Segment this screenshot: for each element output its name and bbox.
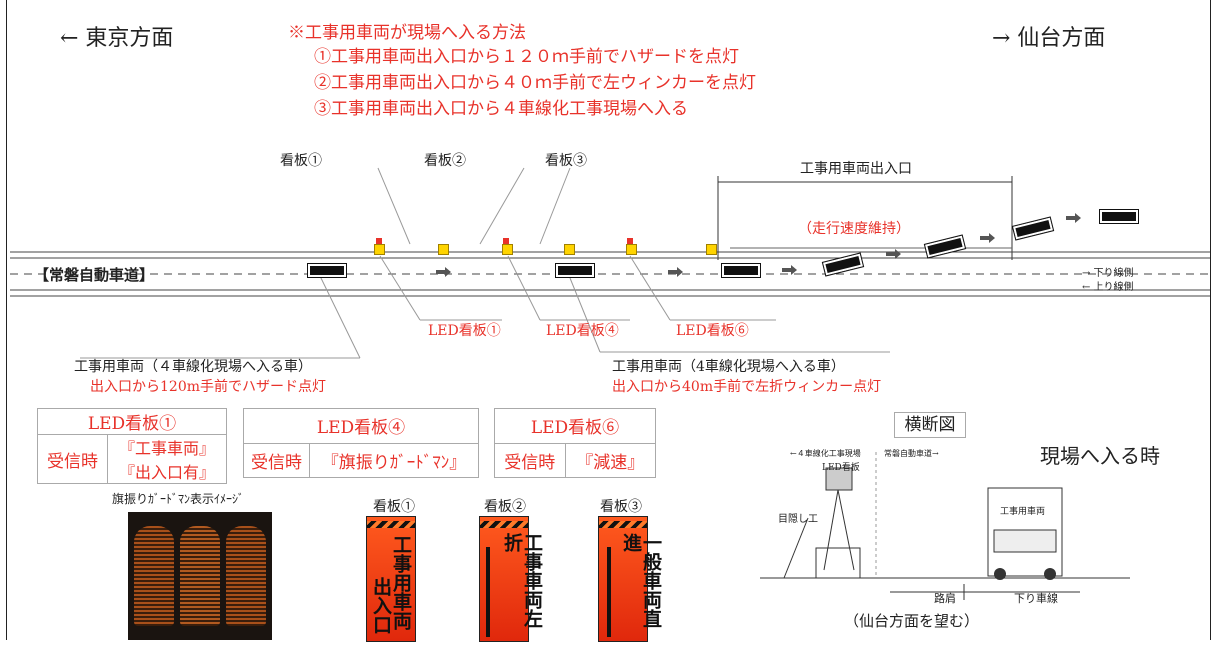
zone-right-label: 常磐自動車道→ — [884, 449, 939, 458]
zone-left-label: ←４車線化工事現場 — [790, 449, 861, 458]
led-table-cond: 受信時 — [37, 434, 108, 484]
led-table-cond: 受信時 — [242, 442, 311, 478]
panel-label-2: 看板② — [484, 499, 526, 515]
cross-led-label: LED看板 — [822, 463, 860, 473]
sign-label-1: 看板① — [280, 153, 322, 169]
guardman-figure-3 — [226, 526, 266, 626]
truck-label: 工事用車両 — [1000, 507, 1046, 517]
led-sign-marker-3 — [502, 244, 513, 255]
guardman-display-image — [128, 512, 272, 640]
vehicle-icon — [307, 263, 347, 278]
page-frame — [6, 0, 1211, 640]
led-sign-marker-6 — [706, 244, 717, 255]
flow-arrow-icon — [668, 267, 683, 277]
led-sign-marker-5 — [626, 244, 637, 255]
straight-arrow-icon — [607, 547, 611, 637]
led-table-6: LED看板⑥ 受信時 『減速』 — [494, 408, 656, 478]
sign-panel-3: 一般車両直進 — [598, 516, 662, 642]
sign-panel-2: 工事車両左折 — [479, 516, 543, 642]
led-sign-marker-2 — [438, 244, 449, 255]
vehicle-icon — [721, 263, 761, 278]
led-table-1: LED看板① 受信時 『工事車両』『出入口有』 — [37, 408, 227, 484]
procedure-title: ※工事用車両が現場へ入る方法 — [288, 23, 526, 43]
vehicle-icon — [555, 263, 595, 278]
procedure-step-3: ③工事用車両出入口から４車線化工事現場へ入る — [314, 99, 688, 119]
lane-label: 下り車線 — [1014, 592, 1058, 605]
led-table-header: LED看板⑥ — [494, 408, 656, 444]
vehicle-note-1-detail: 出入口から120m手前でハザード点灯 — [90, 379, 326, 395]
panel-label-3: 看板③ — [600, 499, 642, 515]
sign-label-2: 看板② — [424, 153, 466, 169]
cross-section-caption: （仙台方面を望む） — [844, 612, 980, 630]
panel-label-1: 看板① — [373, 499, 415, 515]
cross-section-title: 横断図 — [894, 412, 966, 438]
flow-arrow-icon — [782, 265, 797, 275]
led-table-4: LED看板④ 受信時 『旗振りｶﾞｰﾄﾞﾏﾝ』 — [242, 408, 479, 478]
flow-arrow-icon — [980, 233, 995, 243]
sign-panel-1-text-a: 工事用車両 — [390, 535, 412, 630]
sign-panel-1: 工事用車両 出入口 — [366, 516, 416, 642]
procedure-step-1: ①工事用車両出入口から１２０ｍ手前でハザードを点灯 — [314, 47, 739, 67]
vehicle-icon — [1099, 209, 1139, 224]
sign-label-3: 看板③ — [545, 153, 587, 169]
sign-panel-1-text-b: 出入口 — [370, 577, 392, 634]
vehicle-note-2-detail: 出入口から40m手前で左折ウィンカー点灯 — [612, 379, 882, 395]
led-table-header: LED看板④ — [243, 408, 479, 444]
guardman-caption: 旗振りｶﾞｰﾄﾞﾏﾝ表示ｲﾒｰｼﾞ — [112, 492, 245, 506]
led-label-6: LED看板⑥ — [676, 323, 749, 339]
warning-light — [627, 238, 633, 244]
lane-up-label: ← 上り線側 — [1082, 282, 1134, 293]
led-sign-marker-1 — [374, 244, 385, 255]
guardman-figure-1 — [134, 526, 174, 626]
direction-tokyo: ← 東京方面 — [60, 26, 174, 51]
entrance-label: 工事用車両出入口 — [800, 161, 912, 177]
sign-panel-2-text: 工事車両左折 — [501, 533, 543, 628]
led-label-1: LED看板① — [428, 323, 501, 339]
led-table-header: LED看板① — [37, 408, 227, 435]
vehicle-note-1-title: 工事用車両（４車線化現場へ入る車） — [74, 359, 312, 375]
flow-arrow-icon — [886, 249, 901, 259]
led-table-msg: 『工事車両』『出入口有』 — [107, 434, 227, 484]
led-table-cond: 受信時 — [494, 442, 566, 478]
warning-light — [503, 238, 509, 244]
warning-light — [376, 238, 382, 244]
road-label: 【常磐自動車道】 — [34, 266, 155, 284]
vehicle-note-2-title: 工事用車両（4車線化現場へ入る車） — [612, 359, 845, 375]
led-table-msg: 『減速』 — [564, 442, 656, 478]
led-table-msg: 『旗振りｶﾞｰﾄﾞﾏﾝ』 — [309, 442, 479, 478]
flow-arrow-icon — [436, 267, 451, 277]
procedure-step-2: ②工事用車両出入口から４０ｍ手前で左ウィンカーを点灯 — [314, 73, 756, 93]
shoulder-label: 路肩 — [934, 592, 956, 605]
screen-label: 目隠し工 — [778, 514, 818, 525]
led-sign-marker-4 — [564, 244, 575, 255]
guardman-figure-2 — [180, 526, 220, 626]
turn-arrow-icon — [486, 547, 490, 637]
sign-panel-3-text: 一般車両直進 — [620, 533, 662, 628]
flow-arrow-icon — [1066, 213, 1081, 223]
speed-label: （走行速度維持） — [798, 221, 910, 237]
lane-down-label: → 下り線側 — [1082, 268, 1134, 279]
cross-section-subtitle: 現場へ入る時 — [1040, 444, 1160, 468]
direction-sendai: → 仙台方面 — [992, 26, 1106, 51]
led-label-4: LED看板④ — [546, 323, 619, 339]
